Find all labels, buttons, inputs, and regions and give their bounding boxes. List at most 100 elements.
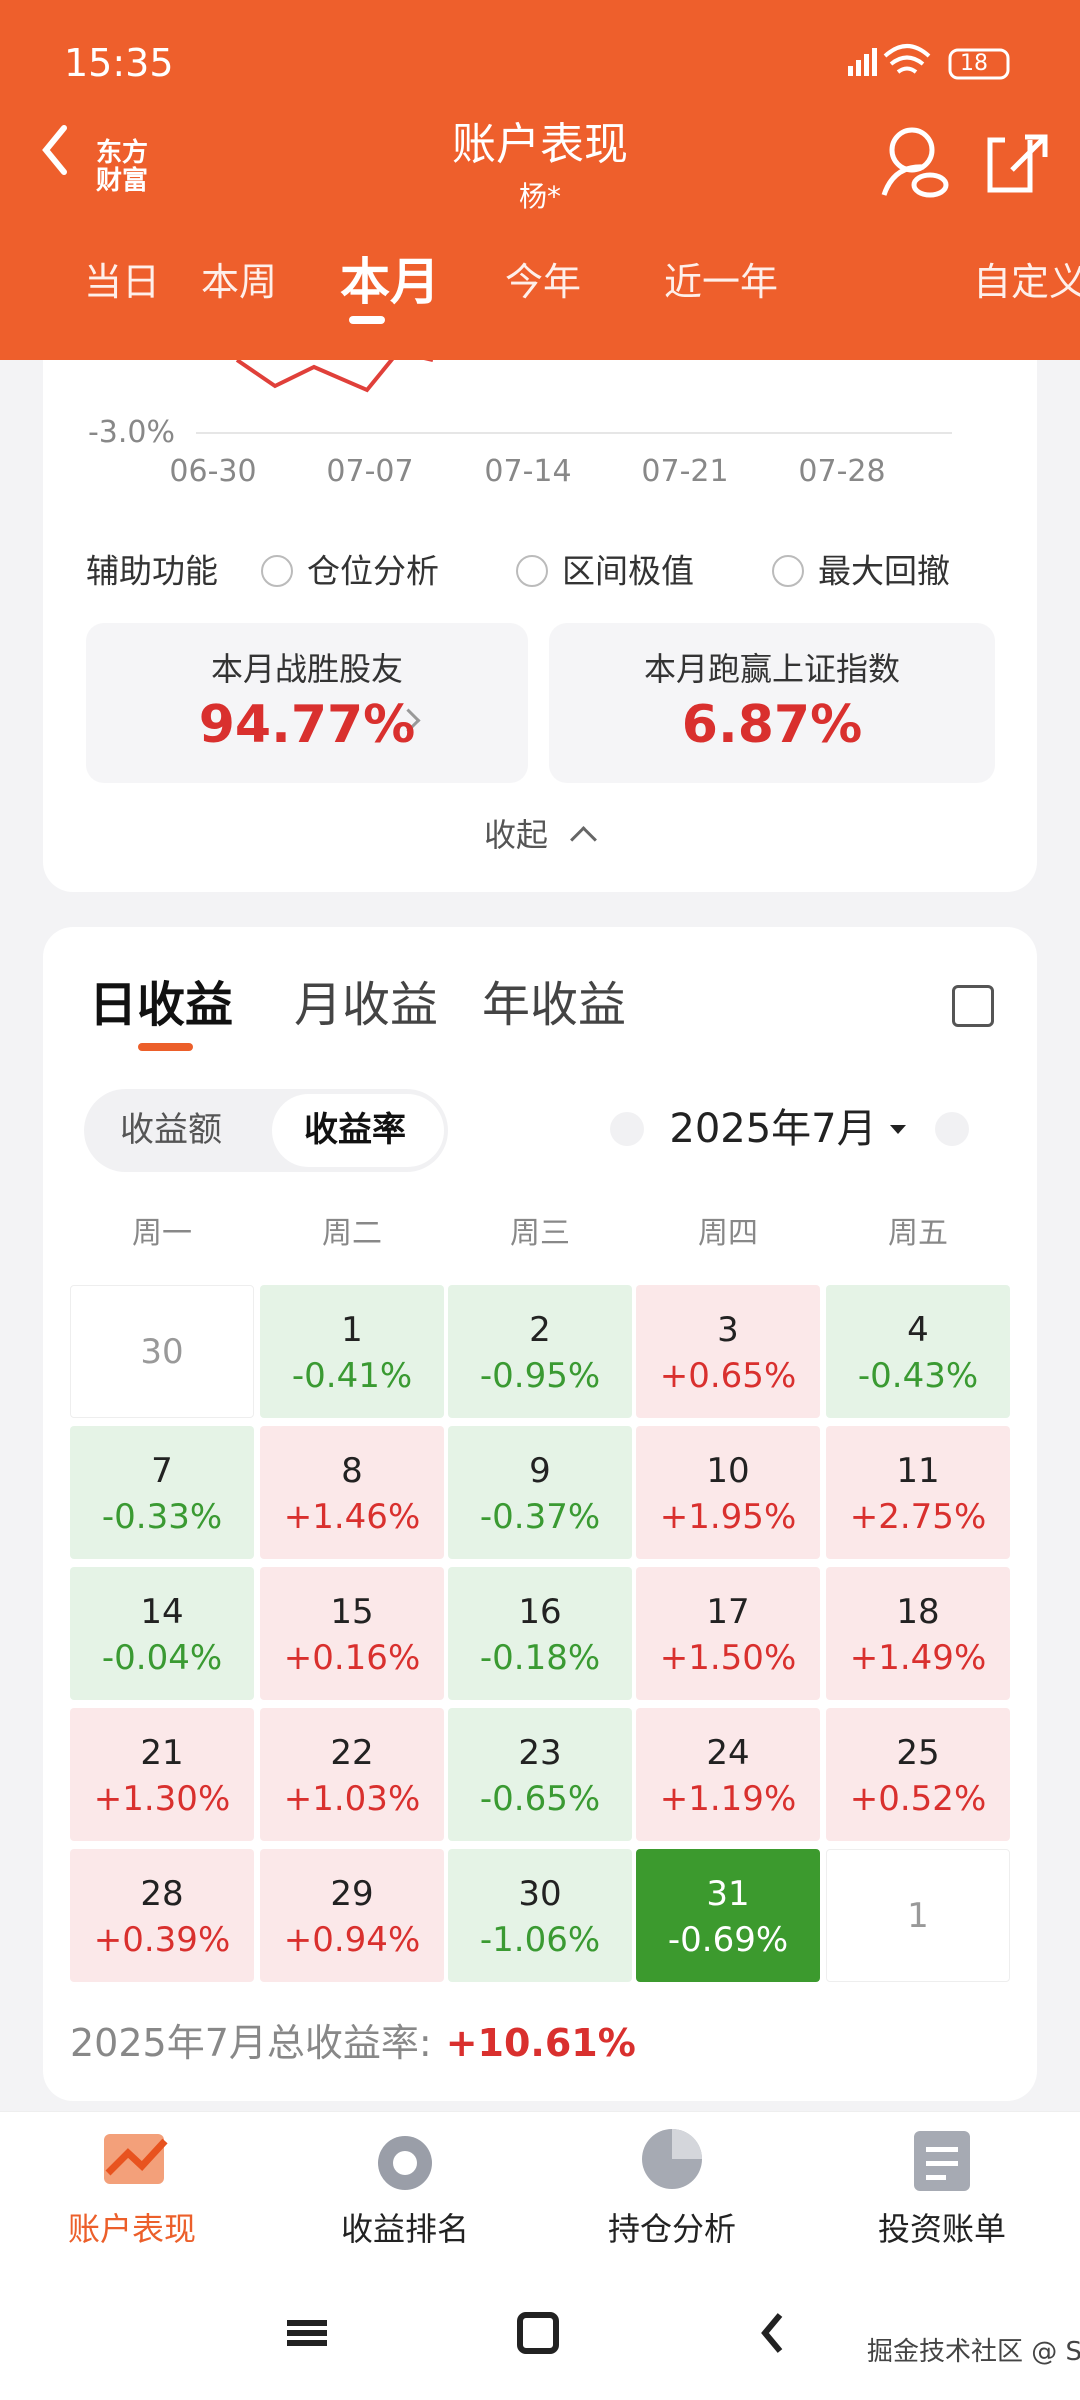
toggle-option[interactable]: 收益率 bbox=[304, 1110, 406, 1150]
calendar-cell[interactable] bbox=[260, 1567, 444, 1700]
calendar-cell[interactable] bbox=[826, 1426, 1010, 1559]
weekday: 周三 bbox=[510, 1216, 570, 1251]
cell-return: -0.69% bbox=[667, 1920, 789, 1960]
calendar-cell[interactable] bbox=[636, 1708, 820, 1841]
calendar-cell[interactable] bbox=[826, 1849, 1010, 1982]
cell-day: 30 bbox=[140, 1331, 184, 1372]
nav-icon bbox=[378, 2136, 432, 2190]
calendar-cell[interactable] bbox=[70, 1708, 254, 1841]
stat-label: 本月跑赢上证指数 bbox=[643, 650, 901, 688]
calendar-cell[interactable] bbox=[448, 1849, 632, 1982]
status-time: 15:35 bbox=[64, 41, 174, 85]
radio[interactable] bbox=[516, 555, 548, 587]
cell-day: 9 bbox=[529, 1451, 551, 1491]
period-tab[interactable]: 当日 bbox=[84, 260, 161, 304]
cell-day: 24 bbox=[706, 1733, 750, 1773]
nav-label[interactable]: 收益排名 bbox=[340, 2210, 470, 2248]
weekday: 周五 bbox=[888, 1216, 948, 1251]
radio[interactable] bbox=[261, 555, 293, 587]
cell-return: +1.49% bbox=[849, 1638, 987, 1678]
share-icon[interactable] bbox=[987, 134, 1048, 193]
period-tab[interactable]: 本周 bbox=[200, 260, 278, 304]
cell-return: +0.16% bbox=[283, 1638, 421, 1678]
prev-month[interactable] bbox=[610, 1112, 644, 1146]
calendar-cell[interactable] bbox=[448, 1426, 632, 1559]
x-axis-label: 07-21 bbox=[641, 454, 729, 489]
returns-tab[interactable]: 年收益 bbox=[482, 977, 627, 1033]
calendar-cell[interactable] bbox=[70, 1285, 254, 1418]
nav-label[interactable]: 持仓分析 bbox=[607, 2210, 737, 2248]
calendar-cell[interactable] bbox=[826, 1708, 1010, 1841]
battery-icon bbox=[948, 48, 1010, 80]
cell-day: 30 bbox=[518, 1874, 562, 1914]
cell-return: +2.75% bbox=[849, 1497, 987, 1537]
nav-label[interactable]: 投资账单 bbox=[877, 2210, 1007, 2248]
collapse-button[interactable]: 收起 bbox=[483, 816, 549, 854]
calendar-cell[interactable] bbox=[70, 1849, 254, 1982]
cell-day: 10 bbox=[706, 1451, 750, 1491]
profile-icon[interactable] bbox=[881, 127, 949, 198]
returns-tab[interactable]: 月收益 bbox=[294, 977, 439, 1033]
signal-icon bbox=[848, 48, 877, 76]
x-axis-label: 07-07 bbox=[326, 454, 414, 489]
calendar-cell[interactable] bbox=[826, 1285, 1010, 1418]
cell-day: 22 bbox=[330, 1733, 374, 1773]
nav-label[interactable]: 账户表现 bbox=[67, 2210, 197, 2248]
calendar-cell[interactable] bbox=[636, 1567, 820, 1700]
calendar-cell[interactable] bbox=[260, 1708, 444, 1841]
weekday: 周一 bbox=[132, 1216, 192, 1251]
next-month[interactable] bbox=[935, 1112, 969, 1146]
cell-return: -0.18% bbox=[479, 1638, 601, 1678]
system-nav[interactable] bbox=[287, 2312, 783, 2354]
calendar-cell[interactable] bbox=[636, 1426, 820, 1559]
calendar-cell[interactable] bbox=[636, 1849, 820, 1982]
aux-option[interactable]: 区间极值 bbox=[562, 551, 694, 591]
stat-value: 6.87% bbox=[681, 695, 863, 755]
aux-option[interactable]: 最大回撤 bbox=[818, 551, 950, 591]
logo: 东方 bbox=[95, 138, 149, 168]
calendar-cell[interactable] bbox=[448, 1285, 632, 1418]
calendar-cell[interactable] bbox=[826, 1567, 1010, 1700]
cell-day: 4 bbox=[907, 1310, 929, 1350]
x-axis-label: 07-14 bbox=[484, 454, 572, 489]
calendar-cell[interactable] bbox=[636, 1285, 820, 1418]
nav-icon bbox=[914, 2131, 970, 2191]
period-tab[interactable]: 自定义区间 bbox=[973, 260, 1080, 304]
calendar-cell[interactable] bbox=[70, 1426, 254, 1559]
cell-day: 25 bbox=[896, 1733, 940, 1773]
calendar-cell[interactable] bbox=[448, 1567, 632, 1700]
cell-return: -0.95% bbox=[479, 1356, 601, 1396]
aux-label: 辅助功能 bbox=[86, 551, 218, 591]
cell-day: 11 bbox=[896, 1451, 940, 1491]
cell-day: 28 bbox=[140, 1874, 184, 1914]
period-tab[interactable]: 今年 bbox=[504, 260, 582, 304]
aux-option[interactable]: 仓位分析 bbox=[307, 551, 439, 591]
stat-card bbox=[549, 623, 995, 783]
cell-return: +1.46% bbox=[283, 1497, 421, 1537]
calendar-cell[interactable] bbox=[260, 1849, 444, 1982]
chart-card bbox=[43, 300, 1037, 892]
cell-day: 3 bbox=[717, 1310, 739, 1350]
cell-return: +1.50% bbox=[659, 1638, 797, 1678]
calendar-cell[interactable] bbox=[448, 1708, 632, 1841]
total-value: +10.61% bbox=[445, 2021, 636, 2065]
calendar-cell[interactable] bbox=[260, 1426, 444, 1559]
cell-day: 23 bbox=[518, 1733, 562, 1773]
period-tab[interactable]: 近一年 bbox=[663, 260, 779, 304]
nav-icon bbox=[104, 2134, 168, 2184]
period-tab[interactable]: 本月 bbox=[340, 253, 440, 311]
cell-return: +1.03% bbox=[283, 1779, 421, 1819]
stat-card[interactable] bbox=[86, 623, 528, 783]
header-icons bbox=[42, 44, 1048, 324]
share-icon[interactable] bbox=[952, 985, 994, 1027]
stat-value: 94.77% bbox=[198, 695, 416, 755]
month-picker[interactable]: 2025年7月 bbox=[669, 1106, 877, 1152]
returns-tab[interactable]: 日收益 bbox=[89, 977, 234, 1033]
toggle-option[interactable]: 收益额 bbox=[120, 1110, 222, 1150]
cell-return: +1.19% bbox=[659, 1779, 797, 1819]
calendar-cell[interactable] bbox=[70, 1567, 254, 1700]
radio[interactable] bbox=[772, 555, 804, 587]
calendar-cell[interactable] bbox=[260, 1285, 444, 1418]
back-icon[interactable] bbox=[42, 125, 67, 175]
